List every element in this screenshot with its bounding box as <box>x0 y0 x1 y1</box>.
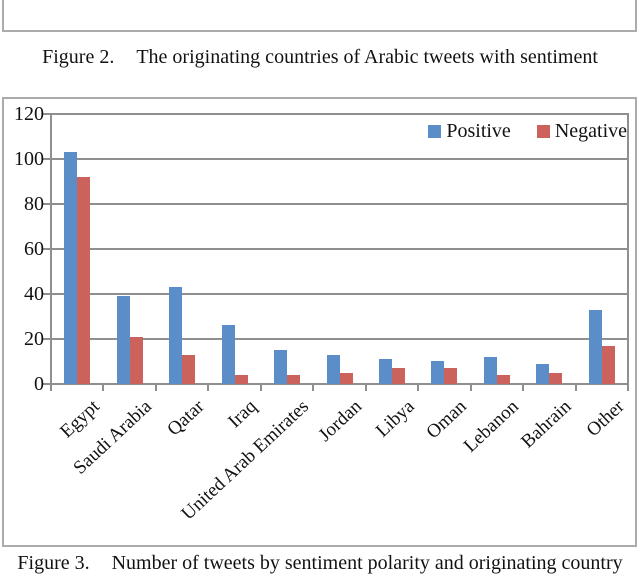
bar-iraq-negative <box>234 375 248 384</box>
plot-right-border <box>627 113 629 385</box>
gridline <box>51 293 628 295</box>
bar-bahrain-positive <box>536 364 550 384</box>
y-axis-tick <box>42 113 51 115</box>
bar-united-arab-emirates-positive <box>274 350 288 384</box>
bar-bahrain-negative <box>549 373 563 384</box>
x-axis-tick <box>102 384 105 391</box>
x-axis-tick <box>469 384 472 391</box>
figure2-caption-label: Figure 2. <box>42 46 115 68</box>
x-axis-tick <box>574 384 577 391</box>
bar-jordan-negative <box>339 373 353 384</box>
previous-figure-frame-bottom <box>2 0 637 32</box>
bar-lebanon-positive <box>483 357 497 384</box>
y-axis-tick <box>42 203 51 205</box>
x-axis-tick <box>312 384 315 391</box>
x-axis-tick <box>259 384 262 391</box>
bar-oman-negative <box>444 368 458 384</box>
legend-item-positive: Positive <box>428 120 511 142</box>
bar-qatar-positive <box>169 287 183 384</box>
bar-united-arab-emirates-negative <box>287 375 301 384</box>
y-axis-tick-label: 120 <box>14 103 44 125</box>
y-axis-tick-label: 100 <box>14 148 44 170</box>
x-axis-category-label: Jordan <box>314 396 366 446</box>
bar-saudi-arabia-negative <box>129 337 143 384</box>
figure3-caption-label: Figure 3. <box>17 552 90 574</box>
x-axis-tick <box>417 384 420 391</box>
bar-saudi-arabia-positive <box>116 296 130 384</box>
gridline <box>51 338 628 340</box>
gridline <box>51 248 628 250</box>
x-axis-category-label: Other <box>582 396 629 441</box>
y-axis-tick-label: 0 <box>34 373 44 395</box>
x-axis-tick <box>627 384 629 391</box>
bar-libya-negative <box>391 368 405 384</box>
x-axis-tick <box>50 384 52 391</box>
bar-libya-positive <box>378 359 392 384</box>
legend-label-negative: Negative <box>554 120 627 142</box>
bar-other-negative <box>601 346 615 384</box>
plot-area: 0 20 40 60 80 100 120 Egypt Saudi Arabia Qatar Ira… <box>4 99 635 545</box>
y-axis-tick-label: 80 <box>24 193 44 215</box>
gridline <box>51 383 628 385</box>
x-axis-category-label: Lebanon <box>460 396 524 457</box>
y-axis-tick <box>42 248 51 250</box>
x-axis-tick <box>207 384 210 391</box>
gridline <box>51 113 628 115</box>
x-axis-category-label: Bahrain <box>517 396 576 453</box>
x-axis-category-label: Libya <box>371 396 419 442</box>
chart-legend: Positive Negative <box>428 121 627 141</box>
figure3-caption-text: Number of tweets by sentiment polarity a… <box>111 552 623 574</box>
bar-jordan-positive <box>326 355 340 384</box>
legend-swatch-negative <box>536 124 550 138</box>
figure2-caption-text: The originating countries of Arabic twee… <box>136 46 598 68</box>
y-axis-tick-label: 20 <box>24 328 44 350</box>
legend-item-negative: Negative <box>536 120 627 142</box>
x-axis-category-label: Qatar <box>163 396 209 441</box>
x-axis-category-label: Iraq <box>224 396 261 433</box>
bar-qatar-negative <box>182 355 196 384</box>
bar-oman-positive <box>431 361 445 384</box>
bar-egypt-positive <box>64 152 78 384</box>
y-axis-tick <box>42 293 51 295</box>
figure2-caption: Figure 2. The originating countries of Ar… <box>0 46 640 69</box>
y-axis-tick-label: 60 <box>24 238 44 260</box>
bar-egypt-negative <box>77 177 91 384</box>
bar-other-positive <box>588 310 602 384</box>
y-axis-tick <box>42 338 51 340</box>
y-axis-tick-label: 40 <box>24 283 44 305</box>
y-axis-tick <box>42 158 51 160</box>
y-axis-line <box>50 113 52 385</box>
legend-swatch-positive <box>428 124 442 138</box>
x-axis-tick <box>522 384 525 391</box>
bar-iraq-positive <box>221 325 235 384</box>
chart-frame: 0 20 40 60 80 100 120 Egypt Saudi Arabia Qatar Ira… <box>2 97 637 547</box>
figure3-caption: Figure 3. Number of tweets by sentiment p… <box>0 552 640 575</box>
gridline <box>51 203 628 205</box>
x-axis-tick <box>154 384 157 391</box>
y-axis-tick <box>42 383 51 385</box>
x-axis-tick <box>364 384 367 391</box>
gridline <box>51 158 628 160</box>
bar-lebanon-negative <box>496 375 510 384</box>
legend-label-positive: Positive <box>446 120 511 142</box>
